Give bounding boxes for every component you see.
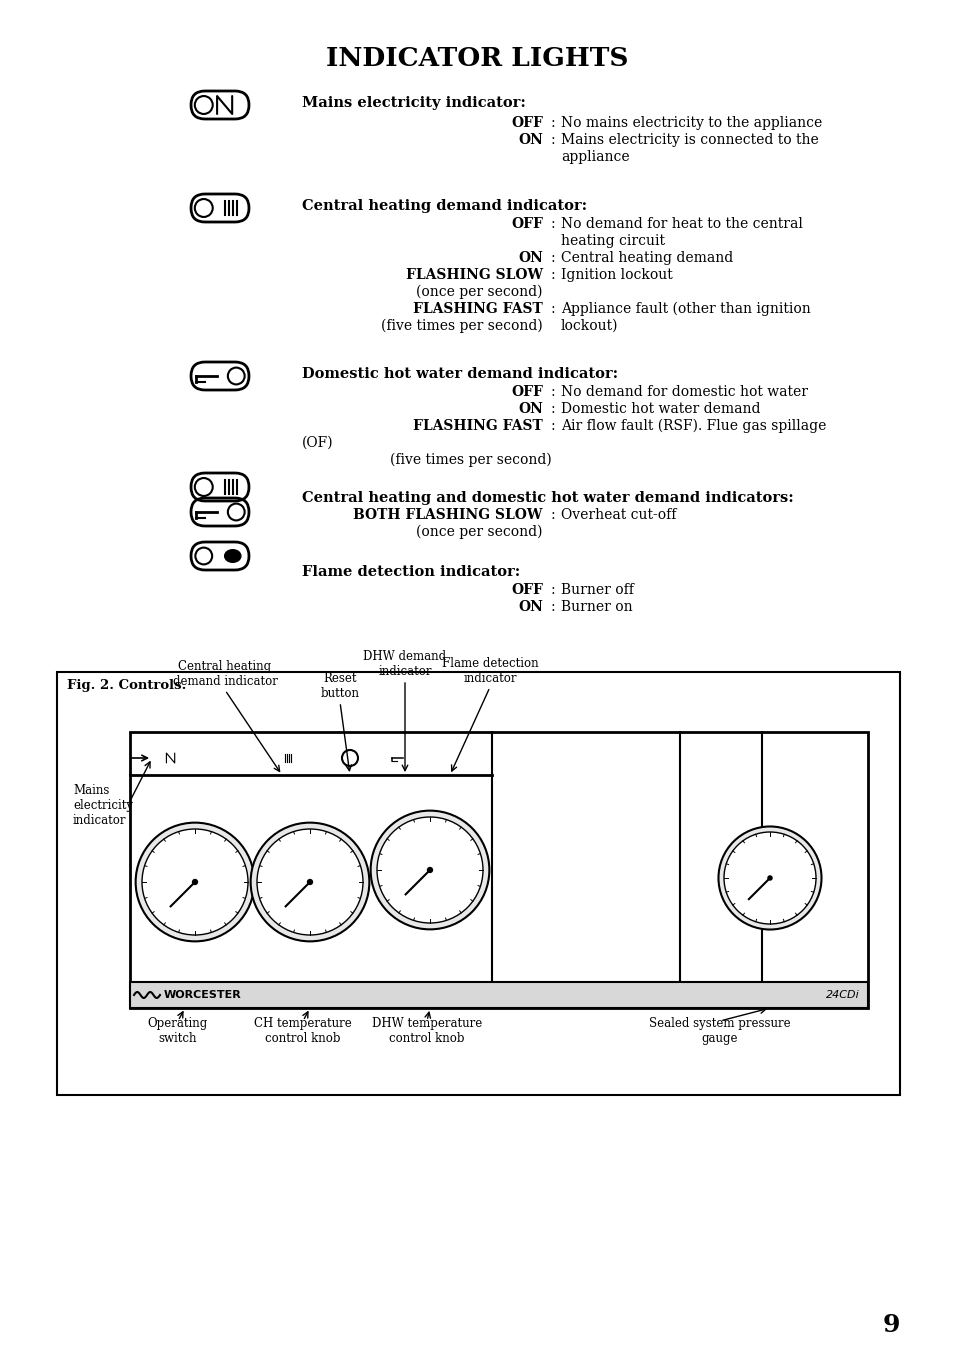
- Text: Central heating
demand indicator: Central heating demand indicator: [172, 660, 277, 688]
- Text: No demand for domestic hot water: No demand for domestic hot water: [560, 385, 807, 399]
- Text: :: :: [551, 419, 555, 433]
- Text: DHW demand
indicator: DHW demand indicator: [363, 650, 446, 677]
- Text: FLASHING FAST: FLASHING FAST: [413, 419, 542, 433]
- Circle shape: [376, 817, 482, 923]
- Text: :: :: [551, 600, 555, 614]
- Bar: [130, 731, 867, 1009]
- Text: Mains electricity indicator:: Mains electricity indicator:: [302, 96, 525, 110]
- Circle shape: [718, 826, 821, 930]
- Circle shape: [723, 831, 815, 923]
- Text: appliance: appliance: [560, 150, 629, 164]
- Circle shape: [135, 822, 254, 941]
- Text: Sealed system pressure
gauge: Sealed system pressure gauge: [648, 1017, 790, 1045]
- Text: Flame detection indicator:: Flame detection indicator:: [302, 565, 519, 579]
- Text: ON: ON: [517, 132, 542, 147]
- Text: Central heating and domestic hot water demand indicators:: Central heating and domestic hot water d…: [302, 491, 793, 506]
- Circle shape: [371, 811, 489, 929]
- Text: :: :: [551, 583, 555, 598]
- Circle shape: [142, 829, 248, 936]
- Text: INDICATOR LIGHTS: INDICATOR LIGHTS: [325, 46, 628, 70]
- Bar: [57, 672, 899, 1095]
- Text: OFF: OFF: [511, 583, 542, 598]
- Text: (five times per second): (five times per second): [390, 453, 551, 468]
- Text: :: :: [551, 268, 555, 283]
- Text: Reset
button: Reset button: [320, 672, 359, 700]
- Text: :: :: [551, 508, 555, 522]
- Text: Operating
switch: Operating switch: [148, 1017, 208, 1045]
- Text: ON: ON: [517, 600, 542, 614]
- Text: BOTH FLASHING SLOW: BOTH FLASHING SLOW: [354, 508, 542, 522]
- Text: Fig. 2. Controls.: Fig. 2. Controls.: [67, 680, 186, 692]
- Circle shape: [426, 867, 433, 873]
- Text: :: :: [551, 132, 555, 147]
- Text: Appliance fault (other than ignition: Appliance fault (other than ignition: [560, 301, 810, 316]
- Text: ON: ON: [517, 402, 542, 416]
- Text: WORCESTER: WORCESTER: [164, 990, 241, 1000]
- Text: OFF: OFF: [511, 116, 542, 130]
- Text: :: :: [551, 116, 555, 130]
- Circle shape: [256, 829, 363, 936]
- Text: Ignition lockout: Ignition lockout: [560, 268, 672, 283]
- Text: ON: ON: [517, 251, 542, 265]
- Bar: [130, 982, 867, 1009]
- Text: FLASHING FAST: FLASHING FAST: [413, 301, 542, 316]
- Text: :: :: [551, 251, 555, 265]
- Text: Flame detection
indicator: Flame detection indicator: [441, 657, 537, 685]
- Text: Mains
electricity
indicator: Mains electricity indicator: [73, 784, 132, 826]
- Circle shape: [307, 879, 313, 886]
- Circle shape: [766, 875, 772, 880]
- Text: :: :: [551, 218, 555, 231]
- Text: (once per second): (once per second): [416, 525, 542, 539]
- Text: Domestic hot water demand: Domestic hot water demand: [560, 402, 760, 416]
- Ellipse shape: [224, 550, 240, 562]
- Text: (OF): (OF): [302, 435, 334, 450]
- Text: heating circuit: heating circuit: [560, 234, 664, 247]
- Text: :: :: [551, 301, 555, 316]
- Text: :: :: [551, 402, 555, 416]
- Circle shape: [192, 879, 198, 886]
- Text: Central heating demand indicator:: Central heating demand indicator:: [302, 199, 586, 214]
- Text: Mains electricity is connected to the: Mains electricity is connected to the: [560, 132, 818, 147]
- Text: CH temperature
control knob: CH temperature control knob: [253, 1017, 352, 1045]
- Text: OFF: OFF: [511, 385, 542, 399]
- Text: Air flow fault (RSF). Flue gas spillage: Air flow fault (RSF). Flue gas spillage: [560, 419, 825, 433]
- Text: No mains electricity to the appliance: No mains electricity to the appliance: [560, 116, 821, 130]
- Text: 9: 9: [882, 1313, 899, 1337]
- Text: OFF: OFF: [511, 218, 542, 231]
- Text: lockout): lockout): [560, 319, 618, 333]
- Ellipse shape: [454, 756, 459, 760]
- Text: No demand for heat to the central: No demand for heat to the central: [560, 218, 802, 231]
- Text: (once per second): (once per second): [416, 285, 542, 299]
- Text: Domestic hot water demand indicator:: Domestic hot water demand indicator:: [302, 366, 618, 381]
- Text: Burner off: Burner off: [560, 583, 633, 598]
- Text: Overheat cut-off: Overheat cut-off: [560, 508, 676, 522]
- Text: DHW temperature
control knob: DHW temperature control knob: [372, 1017, 481, 1045]
- Text: 24CDi: 24CDi: [825, 990, 859, 1000]
- Text: :: :: [551, 385, 555, 399]
- Text: (five times per second): (five times per second): [381, 319, 542, 333]
- Circle shape: [251, 822, 369, 941]
- Text: Burner on: Burner on: [560, 600, 632, 614]
- Text: FLASHING SLOW: FLASHING SLOW: [405, 268, 542, 283]
- Text: Central heating demand: Central heating demand: [560, 251, 733, 265]
